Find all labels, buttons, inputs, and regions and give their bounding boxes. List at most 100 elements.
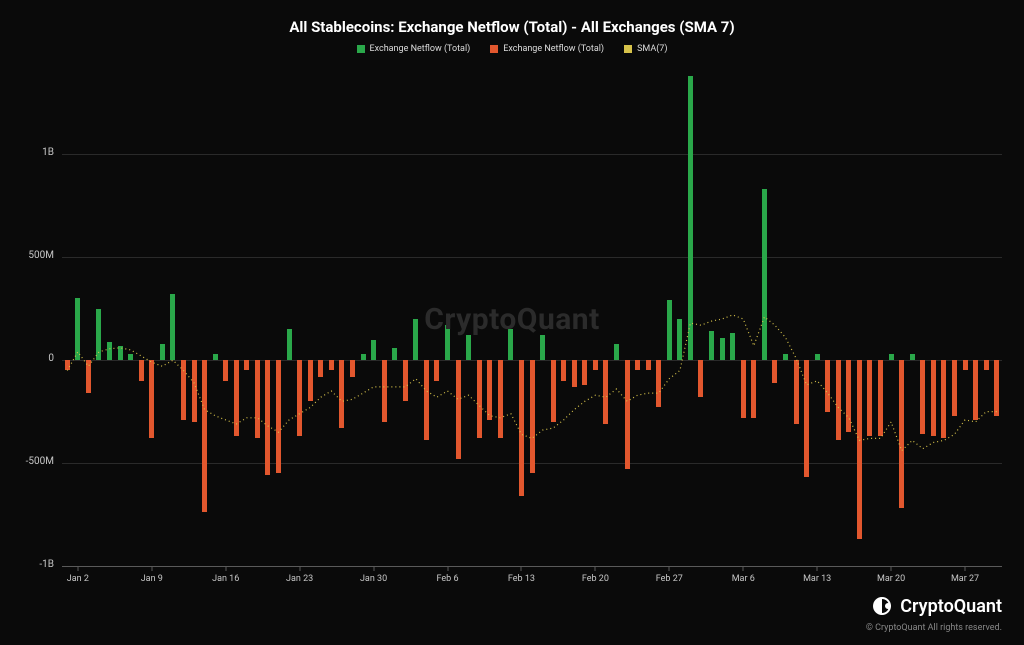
bar bbox=[772, 360, 777, 383]
legend-swatch bbox=[490, 45, 498, 53]
bar bbox=[910, 354, 915, 360]
bar bbox=[255, 360, 260, 438]
chart-plot-area: Jan 2Jan 9Jan 16Jan 23Jan 30Feb 6Feb 13F… bbox=[62, 72, 1002, 566]
bar bbox=[487, 360, 492, 420]
bar bbox=[572, 360, 577, 387]
bar bbox=[751, 360, 756, 418]
bar bbox=[783, 354, 788, 360]
bar bbox=[265, 360, 270, 475]
bar bbox=[561, 360, 566, 381]
chart-legend: Exchange Netflow (Total) Exchange Netflow… bbox=[0, 44, 1024, 56]
bar bbox=[477, 360, 482, 438]
bar bbox=[846, 360, 851, 432]
bar bbox=[815, 354, 820, 360]
chart-title: All Stablecoins: Exchange Netflow (Total… bbox=[0, 18, 1024, 36]
bar bbox=[276, 360, 281, 473]
bar bbox=[382, 360, 387, 422]
bar bbox=[709, 331, 714, 360]
footer-brand-text: CryptoQuant bbox=[900, 596, 1002, 617]
bar bbox=[952, 360, 957, 416]
legend-item: Exchange Netflow (Total) bbox=[490, 44, 604, 54]
x-axis-label: Mar 27 bbox=[951, 574, 979, 584]
bar bbox=[434, 360, 439, 381]
x-axis-label: Feb 27 bbox=[656, 574, 683, 584]
bar bbox=[118, 346, 123, 360]
x-tick-mark bbox=[225, 566, 226, 571]
bar bbox=[698, 360, 703, 397]
x-axis-label: Feb 20 bbox=[582, 574, 609, 584]
bar bbox=[931, 360, 936, 436]
x-tick-mark bbox=[743, 566, 744, 571]
bar bbox=[308, 360, 313, 401]
bar bbox=[244, 360, 249, 370]
bar bbox=[75, 298, 80, 360]
bar bbox=[424, 360, 429, 440]
bar bbox=[466, 335, 471, 360]
bar bbox=[551, 360, 556, 422]
bar bbox=[656, 360, 661, 407]
bar bbox=[234, 360, 239, 436]
bar bbox=[86, 360, 91, 393]
x-tick-mark bbox=[669, 566, 670, 571]
x-tick-mark bbox=[521, 566, 522, 571]
legend-label: SMA(7) bbox=[637, 44, 667, 54]
bar bbox=[973, 360, 978, 420]
legend-swatch bbox=[624, 45, 632, 53]
bar bbox=[540, 335, 545, 360]
bar bbox=[867, 360, 872, 436]
x-axis-label: Mar 6 bbox=[732, 574, 755, 584]
bar bbox=[836, 360, 841, 440]
bar bbox=[456, 360, 461, 459]
bar bbox=[984, 360, 989, 370]
bar bbox=[149, 360, 154, 438]
y-axis-label: -500M bbox=[26, 456, 54, 467]
bar bbox=[339, 360, 344, 428]
bar bbox=[677, 319, 682, 360]
x-tick-mark bbox=[151, 566, 152, 571]
bar bbox=[192, 360, 197, 422]
x-tick-mark bbox=[817, 566, 818, 571]
bar bbox=[318, 360, 323, 376]
y-axis-label: 1B bbox=[42, 147, 54, 158]
bar bbox=[392, 348, 397, 360]
bar bbox=[508, 329, 513, 360]
bar bbox=[762, 189, 767, 360]
y-axis-label: 500M bbox=[28, 250, 54, 261]
x-axis-line bbox=[62, 566, 1002, 567]
bar bbox=[794, 360, 799, 424]
bar bbox=[403, 360, 408, 401]
legend-label: Exchange Netflow (Total) bbox=[370, 44, 471, 54]
x-tick-mark bbox=[447, 566, 448, 571]
x-axis-label: Feb 13 bbox=[508, 574, 535, 584]
x-axis-label: Feb 6 bbox=[437, 574, 459, 584]
bar bbox=[593, 360, 598, 370]
x-axis-label: Jan 23 bbox=[286, 574, 313, 584]
bar bbox=[223, 360, 228, 381]
bar bbox=[635, 360, 640, 370]
y-gridline bbox=[62, 257, 1002, 258]
y-axis-label: 0 bbox=[48, 353, 54, 364]
bar bbox=[287, 329, 292, 360]
bar bbox=[614, 344, 619, 360]
bar bbox=[519, 360, 524, 496]
bar bbox=[128, 354, 133, 360]
bar bbox=[181, 360, 186, 420]
footer-copyright: © CryptoQuant All rights reserved. bbox=[866, 623, 1002, 633]
bar bbox=[804, 360, 809, 477]
bar bbox=[720, 338, 725, 361]
bar bbox=[107, 342, 112, 361]
bar bbox=[329, 360, 334, 370]
bar bbox=[730, 333, 735, 360]
bar bbox=[413, 319, 418, 360]
bar bbox=[350, 360, 355, 376]
bar bbox=[625, 360, 630, 469]
legend-label: Exchange Netflow (Total) bbox=[503, 44, 604, 54]
x-tick-mark bbox=[965, 566, 966, 571]
bar bbox=[667, 300, 672, 360]
bar bbox=[688, 76, 693, 360]
bar bbox=[65, 360, 70, 370]
bar bbox=[582, 360, 587, 385]
bar bbox=[899, 360, 904, 508]
bar bbox=[603, 360, 608, 424]
y-axis-label: -1B bbox=[39, 559, 54, 570]
